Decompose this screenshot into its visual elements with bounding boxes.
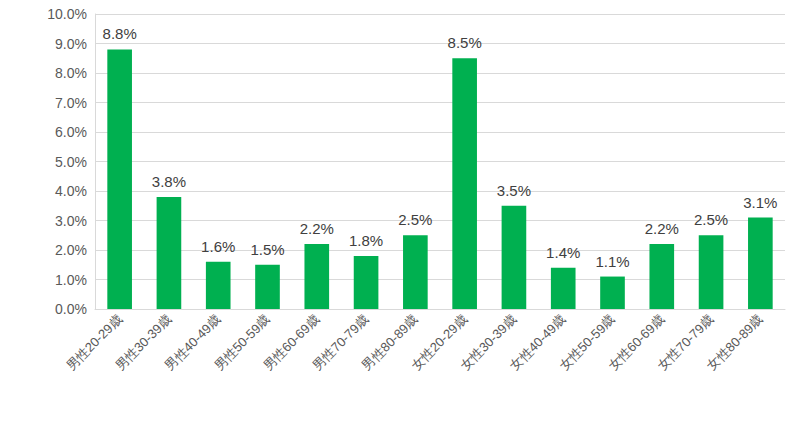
svg-text:1.1%: 1.1% — [595, 253, 629, 270]
svg-text:女性30-39歳: 女性30-39歳 — [457, 311, 520, 374]
svg-text:1.8%: 1.8% — [349, 232, 383, 249]
svg-text:女性80-89歳: 女性80-89歳 — [704, 312, 766, 374]
svg-text:1.5%: 1.5% — [250, 241, 284, 258]
svg-text:1.6%: 1.6% — [201, 238, 235, 255]
svg-text:1.0%: 1.0% — [55, 272, 87, 288]
svg-text:2.5%: 2.5% — [694, 211, 728, 228]
svg-text:女性50-59歳: 女性50-59歳 — [556, 311, 618, 374]
svg-text:9.0%: 9.0% — [55, 36, 87, 52]
svg-text:女性20-29歳: 女性20-29歳 — [408, 311, 470, 374]
svg-text:3.1%: 3.1% — [743, 194, 777, 211]
svg-text:女性70-79歳: 女性70-79歳 — [654, 311, 717, 374]
svg-text:女性60-69歳: 女性60-69歳 — [605, 311, 668, 374]
svg-text:男性50-59歳: 男性50-59歳 — [211, 311, 273, 374]
svg-text:男性30-39歳: 男性30-39歳 — [112, 311, 175, 374]
svg-text:8.0%: 8.0% — [55, 65, 87, 81]
svg-text:3.5%: 3.5% — [497, 182, 531, 199]
svg-text:男性40-49歳: 男性40-49歳 — [161, 311, 224, 374]
svg-text:2.2%: 2.2% — [300, 220, 334, 237]
svg-text:男性60-69歳: 男性60-69歳 — [260, 311, 323, 374]
svg-text:3.8%: 3.8% — [152, 173, 186, 190]
svg-text:6.0%: 6.0% — [55, 124, 87, 140]
svg-text:男性80-89歳: 男性80-89歳 — [359, 311, 421, 374]
svg-text:2.5%: 2.5% — [398, 211, 432, 228]
svg-text:1.4%: 1.4% — [546, 244, 580, 261]
svg-text:2.2%: 2.2% — [645, 220, 679, 237]
svg-text:8.5%: 8.5% — [448, 34, 482, 51]
svg-text:10.0%: 10.0% — [47, 6, 87, 22]
svg-text:3.0%: 3.0% — [55, 213, 87, 229]
svg-text:男性20-29歳: 男性20-29歳 — [63, 311, 125, 374]
svg-text:7.0%: 7.0% — [55, 95, 87, 111]
svg-text:8.8%: 8.8% — [103, 25, 137, 42]
svg-text:男性70-79歳: 男性70-79歳 — [309, 311, 372, 374]
svg-text:4.0%: 4.0% — [55, 183, 87, 199]
svg-text:5.0%: 5.0% — [55, 154, 87, 170]
svg-text:2.0%: 2.0% — [55, 242, 87, 258]
svg-text:0.0%: 0.0% — [55, 301, 87, 317]
svg-text:女性40-49歳: 女性40-49歳 — [506, 311, 569, 374]
